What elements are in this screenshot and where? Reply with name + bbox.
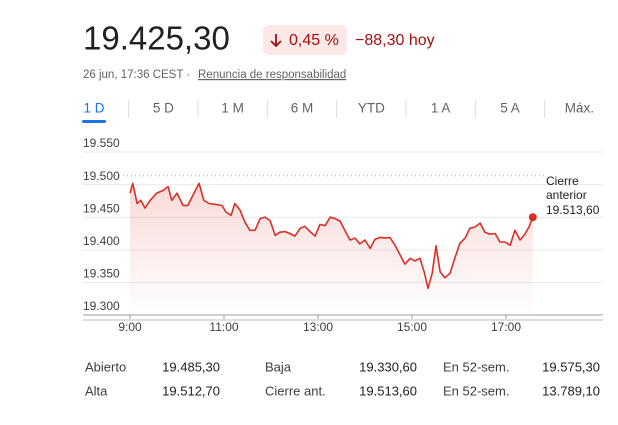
tab[interactable]: Máx.: [565, 101, 594, 116]
plot: 19.300 19.350 19.400 19.450 19.500 19.550 9:00…: [83, 136, 603, 334]
stats: Abierto 19.485,30 Baja 19.330,60 En 52-sem. 1…: [85, 359, 600, 398]
stat-value: 19.512,70: [162, 383, 220, 398]
tab-underline: [82, 120, 106, 123]
stat-label: En 52-sem.: [443, 359, 509, 374]
y-tick-label: 19.300: [83, 299, 120, 313]
change-abs: −88,30 hoy: [355, 32, 435, 49]
y-tick-label: 19.500: [83, 169, 120, 183]
stat-value: 19.575,30: [542, 359, 600, 374]
y-tick-label: 19.350: [83, 267, 120, 281]
x-tick-label: 11:00: [209, 320, 238, 334]
timestamp: 26 jun, 17:36 CEST ·: [83, 69, 190, 81]
change-badge: [263, 25, 347, 55]
disclaimer-link[interactable]: Renuncia de responsabilidad: [198, 69, 346, 81]
x-tick-label: 15:00: [397, 320, 427, 334]
reference-value: 19.513,60: [546, 203, 600, 217]
price: 19.425,30: [83, 20, 230, 57]
stat-label: En 52-sem.: [443, 383, 509, 398]
stat-label: Abierto: [85, 359, 126, 374]
stat-value: 19.485,30: [162, 359, 220, 374]
stat-value: 19.513,60: [359, 383, 417, 398]
y-tick-label: 19.400: [83, 234, 120, 248]
down-arrow: [270, 34, 282, 48]
tab[interactable]: YTD: [358, 101, 385, 116]
stat-label: Baja: [265, 359, 292, 374]
tab[interactable]: 1 A: [431, 101, 451, 116]
x-tick-label: 17:00: [491, 320, 521, 334]
x-tick-label: 13:00: [303, 320, 333, 334]
tab[interactable]: 1 D: [83, 101, 104, 116]
y-tick-label: 19.550: [83, 136, 120, 150]
change-pct: 0,45 %: [289, 32, 339, 49]
y-tick-label: 19.450: [83, 201, 120, 215]
x-tick-label: 9:00: [118, 320, 142, 334]
tabs: 1 D 5 D 1 M 6 M YTD 1 A 5 A Máx.: [82, 100, 594, 123]
reference-label: Cierre anterior: [546, 174, 587, 202]
tab[interactable]: 5 D: [153, 101, 174, 116]
price-line: [129, 182, 534, 290]
stat-label: Cierre ant.: [265, 383, 326, 398]
last-point: [528, 213, 537, 222]
tab[interactable]: 5 A: [500, 101, 520, 116]
area: [130, 183, 533, 315]
stat-value: 13.789,10: [542, 383, 600, 398]
stat-value: 19.330,60: [359, 359, 417, 374]
tab[interactable]: 6 M: [291, 101, 314, 116]
stat-label: Alta: [85, 383, 108, 398]
tab[interactable]: 1 M: [221, 101, 244, 116]
